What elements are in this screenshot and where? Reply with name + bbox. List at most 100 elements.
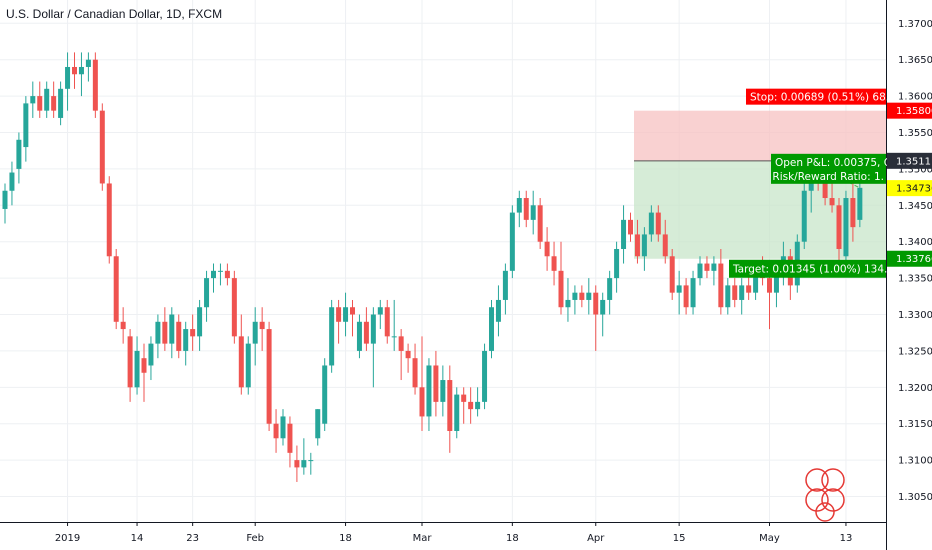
candle-body <box>551 256 557 271</box>
candle-body <box>245 343 251 388</box>
candle-body <box>92 59 98 111</box>
candle-body <box>537 205 543 242</box>
x-tick-label: 18 <box>506 533 519 544</box>
target-label-box <box>729 259 886 278</box>
candle-body <box>739 285 745 300</box>
candle-body <box>287 423 293 453</box>
candle-body <box>336 307 342 322</box>
y-tick-label: 1.33500 <box>898 274 932 285</box>
candle-body <box>37 96 43 111</box>
candle-body <box>454 394 460 431</box>
candle-body <box>294 460 300 468</box>
candle-body <box>648 212 654 235</box>
candle-body <box>2 190 8 209</box>
candle-body <box>468 401 474 410</box>
candle-body <box>141 358 147 373</box>
candle-body <box>857 187 863 220</box>
candle-body <box>614 248 620 279</box>
candle-body <box>544 241 550 257</box>
candle-body <box>753 270 759 293</box>
x-tick-label: 18 <box>339 533 352 544</box>
candle-body <box>843 198 849 257</box>
price-tag-last <box>887 180 932 197</box>
candle-body <box>155 321 161 344</box>
candle-body <box>23 103 29 148</box>
candle-body <box>746 285 752 293</box>
stop-label-box <box>746 88 886 105</box>
candle-body <box>489 307 494 351</box>
rr-label: Risk/Reward Ratio: 1. <box>772 171 884 183</box>
candle-body <box>683 285 689 308</box>
x-tick-label: 14 <box>131 533 144 544</box>
candle-body <box>343 307 349 322</box>
candle-body <box>426 365 432 417</box>
time-axis[interactable]: 2019 14 23 Feb 18 Mar 18 Apr 15 May 13 <box>0 522 886 544</box>
candle-body <box>259 321 265 330</box>
candle-body <box>523 198 529 220</box>
candle-body <box>586 292 592 300</box>
candle-body <box>204 278 210 308</box>
candle-body <box>732 285 738 300</box>
candle-body <box>183 329 189 351</box>
candle-body <box>238 336 244 388</box>
candle-body <box>461 394 467 402</box>
candle-body <box>85 59 91 67</box>
candle-body <box>169 314 175 344</box>
candle-body <box>398 336 404 351</box>
candle-body <box>690 278 696 308</box>
y-tick-label: 1.34000 <box>898 237 932 248</box>
candle-body <box>148 343 154 366</box>
price-tag-entry <box>887 152 932 169</box>
price-tag-text: 1.33766 <box>896 254 932 265</box>
candle-body <box>72 66 77 75</box>
candle-body <box>51 96 57 111</box>
price-tag-text: 1.34736 <box>896 184 932 195</box>
price-axis[interactable]: 1.37000 1.36500 1.36000 1.35500 1.35000 1.345… <box>886 0 932 550</box>
candle-body <box>621 219 627 249</box>
candle-body <box>475 401 481 410</box>
price-tag-target <box>887 250 932 267</box>
candle-body <box>822 183 828 199</box>
candle-body <box>252 321 258 344</box>
x-tick-label: 13 <box>840 533 853 544</box>
y-tick-label: 1.32000 <box>898 383 932 394</box>
candle-body <box>176 321 182 351</box>
candle-body <box>217 270 223 272</box>
candle-body <box>433 365 439 402</box>
candle-body <box>607 278 613 300</box>
candle-body <box>495 299 501 322</box>
candle-body <box>9 172 15 191</box>
candle-body <box>58 88 64 118</box>
candle-body <box>224 270 230 279</box>
candle-body <box>711 263 717 271</box>
candle-body <box>350 307 355 315</box>
candle-body <box>773 270 779 293</box>
y-tick-label: 1.37000 <box>898 19 932 30</box>
y-tick-label: 1.35000 <box>898 164 932 175</box>
candle-body <box>391 336 397 338</box>
candle-body <box>120 321 126 330</box>
candle-body <box>836 205 842 249</box>
candle-body <box>127 336 133 388</box>
candle-body <box>405 350 411 359</box>
position-labels: Stop: 0.00689 (0.51%) 68.9, A Open P&L: 0… <box>729 88 910 278</box>
candle-body <box>273 423 279 439</box>
candle-body <box>718 263 724 308</box>
candle-body <box>655 212 661 235</box>
target-label: Target: 0.01345 (1.00%) 134.5, A <box>732 264 909 276</box>
candle-body <box>829 198 835 206</box>
candle-body <box>634 234 640 257</box>
y-tick-label: 1.36000 <box>898 92 932 103</box>
y-tick-label: 1.36500 <box>898 55 932 66</box>
x-tick-label: May <box>759 533 780 544</box>
candle-body <box>280 416 286 439</box>
candle-body <box>301 460 307 468</box>
stop-zone <box>634 110 886 161</box>
candle-body <box>30 96 36 104</box>
candle-body <box>211 270 216 279</box>
candle-body <box>600 299 606 315</box>
candle-body <box>99 110 105 184</box>
